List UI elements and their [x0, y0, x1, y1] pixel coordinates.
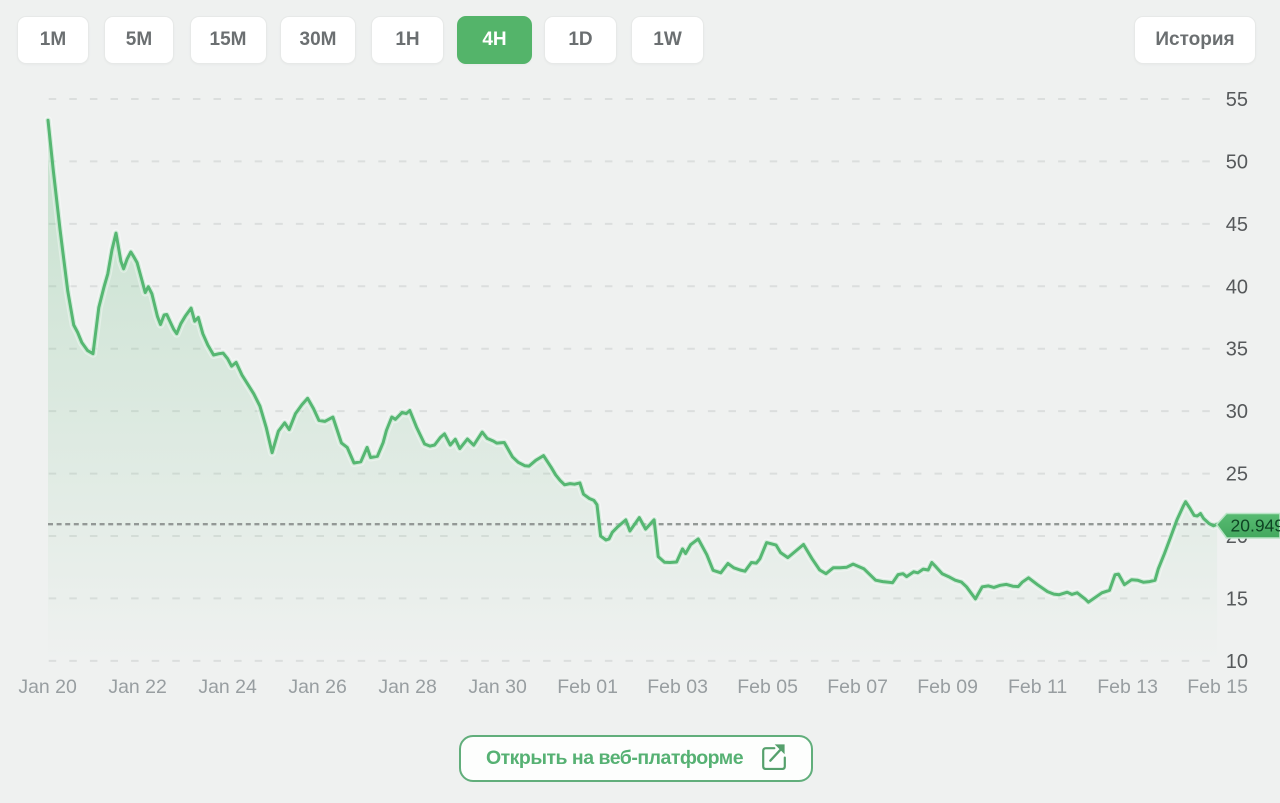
svg-text:Feb 07: Feb 07 [827, 676, 888, 698]
svg-text:50: 50 [1226, 151, 1248, 173]
svg-text:Jan 24: Jan 24 [198, 676, 257, 698]
svg-text:20.9495: 20.9495 [1231, 516, 1280, 536]
svg-text:35: 35 [1226, 339, 1248, 361]
svg-text:15: 15 [1226, 588, 1248, 610]
svg-text:Jan 20: Jan 20 [18, 676, 77, 698]
svg-text:40: 40 [1226, 276, 1248, 298]
svg-text:Feb 09: Feb 09 [917, 676, 978, 698]
svg-text:Feb 05: Feb 05 [737, 676, 798, 698]
svg-text:Jan 28: Jan 28 [378, 676, 437, 698]
svg-text:Feb 13: Feb 13 [1097, 676, 1158, 698]
svg-text:Feb 01: Feb 01 [557, 676, 618, 698]
svg-text:Feb 15: Feb 15 [1187, 676, 1248, 698]
svg-text:45: 45 [1226, 214, 1248, 236]
svg-text:30: 30 [1226, 401, 1248, 423]
svg-text:Jan 26: Jan 26 [288, 676, 347, 698]
svg-text:Jan 22: Jan 22 [108, 676, 167, 698]
svg-text:Feb 03: Feb 03 [647, 676, 708, 698]
svg-text:55: 55 [1226, 89, 1248, 111]
svg-text:10: 10 [1226, 651, 1248, 673]
svg-text:Feb 11: Feb 11 [1008, 676, 1067, 698]
svg-text:25: 25 [1226, 464, 1248, 486]
svg-text:Jan 30: Jan 30 [468, 676, 527, 698]
